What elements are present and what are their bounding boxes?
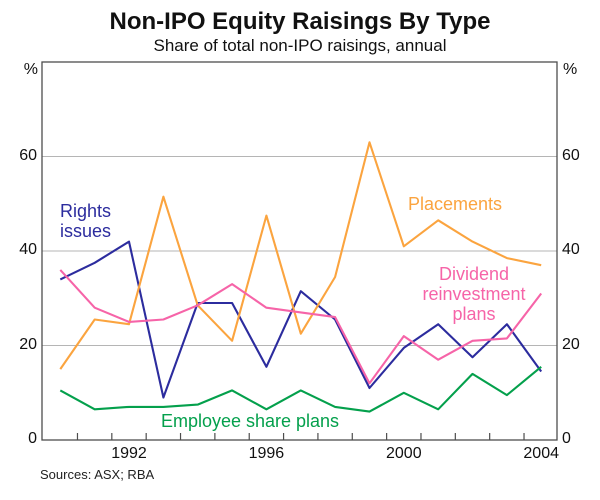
x-tick-label-1992: 1992 bbox=[111, 445, 147, 462]
y-tick-label-right-20: 20 bbox=[562, 335, 580, 353]
sources-note: Sources: ASX; RBA bbox=[40, 467, 155, 482]
series-line-employee-share-plans bbox=[59, 365, 542, 413]
x-tick-label-2000: 2000 bbox=[386, 445, 422, 462]
y-tick-label-right-60: 60 bbox=[562, 146, 580, 164]
y-tick-label-right-40: 40 bbox=[562, 241, 580, 258]
y-axis-unit-right: % bbox=[563, 61, 578, 78]
y-tick-label-left-60: 60 bbox=[19, 146, 37, 164]
series-label-employee-share-plans: Employee share plans bbox=[160, 411, 340, 431]
x-tick-label-2004: 2004 bbox=[523, 445, 559, 462]
chart-title: Non-IPO Equity Raisings By Type bbox=[109, 8, 491, 35]
series-label-placements: Placements bbox=[407, 194, 503, 214]
y-axis-unit-left: % bbox=[23, 61, 38, 78]
plot-frame bbox=[41, 61, 558, 441]
y-tick-label-left-20: 20 bbox=[19, 335, 37, 353]
y-tick-label-left-40: 40 bbox=[19, 241, 37, 258]
series-label-dividend-reinvestment-plans: Dividend reinvestment plans bbox=[422, 264, 526, 324]
chart-subtitle: Share of total non-IPO raisings, annual bbox=[153, 36, 447, 55]
series-line-dividend-reinvestment-plans bbox=[59, 269, 543, 385]
y-tick-label-right-0: 0 bbox=[562, 430, 571, 447]
y-tick-label-left-0: 0 bbox=[28, 430, 37, 447]
series-label-rights-issues: Rights issues bbox=[60, 201, 112, 241]
series-line-placements bbox=[59, 141, 542, 370]
x-tick-label-1996: 1996 bbox=[248, 445, 285, 462]
